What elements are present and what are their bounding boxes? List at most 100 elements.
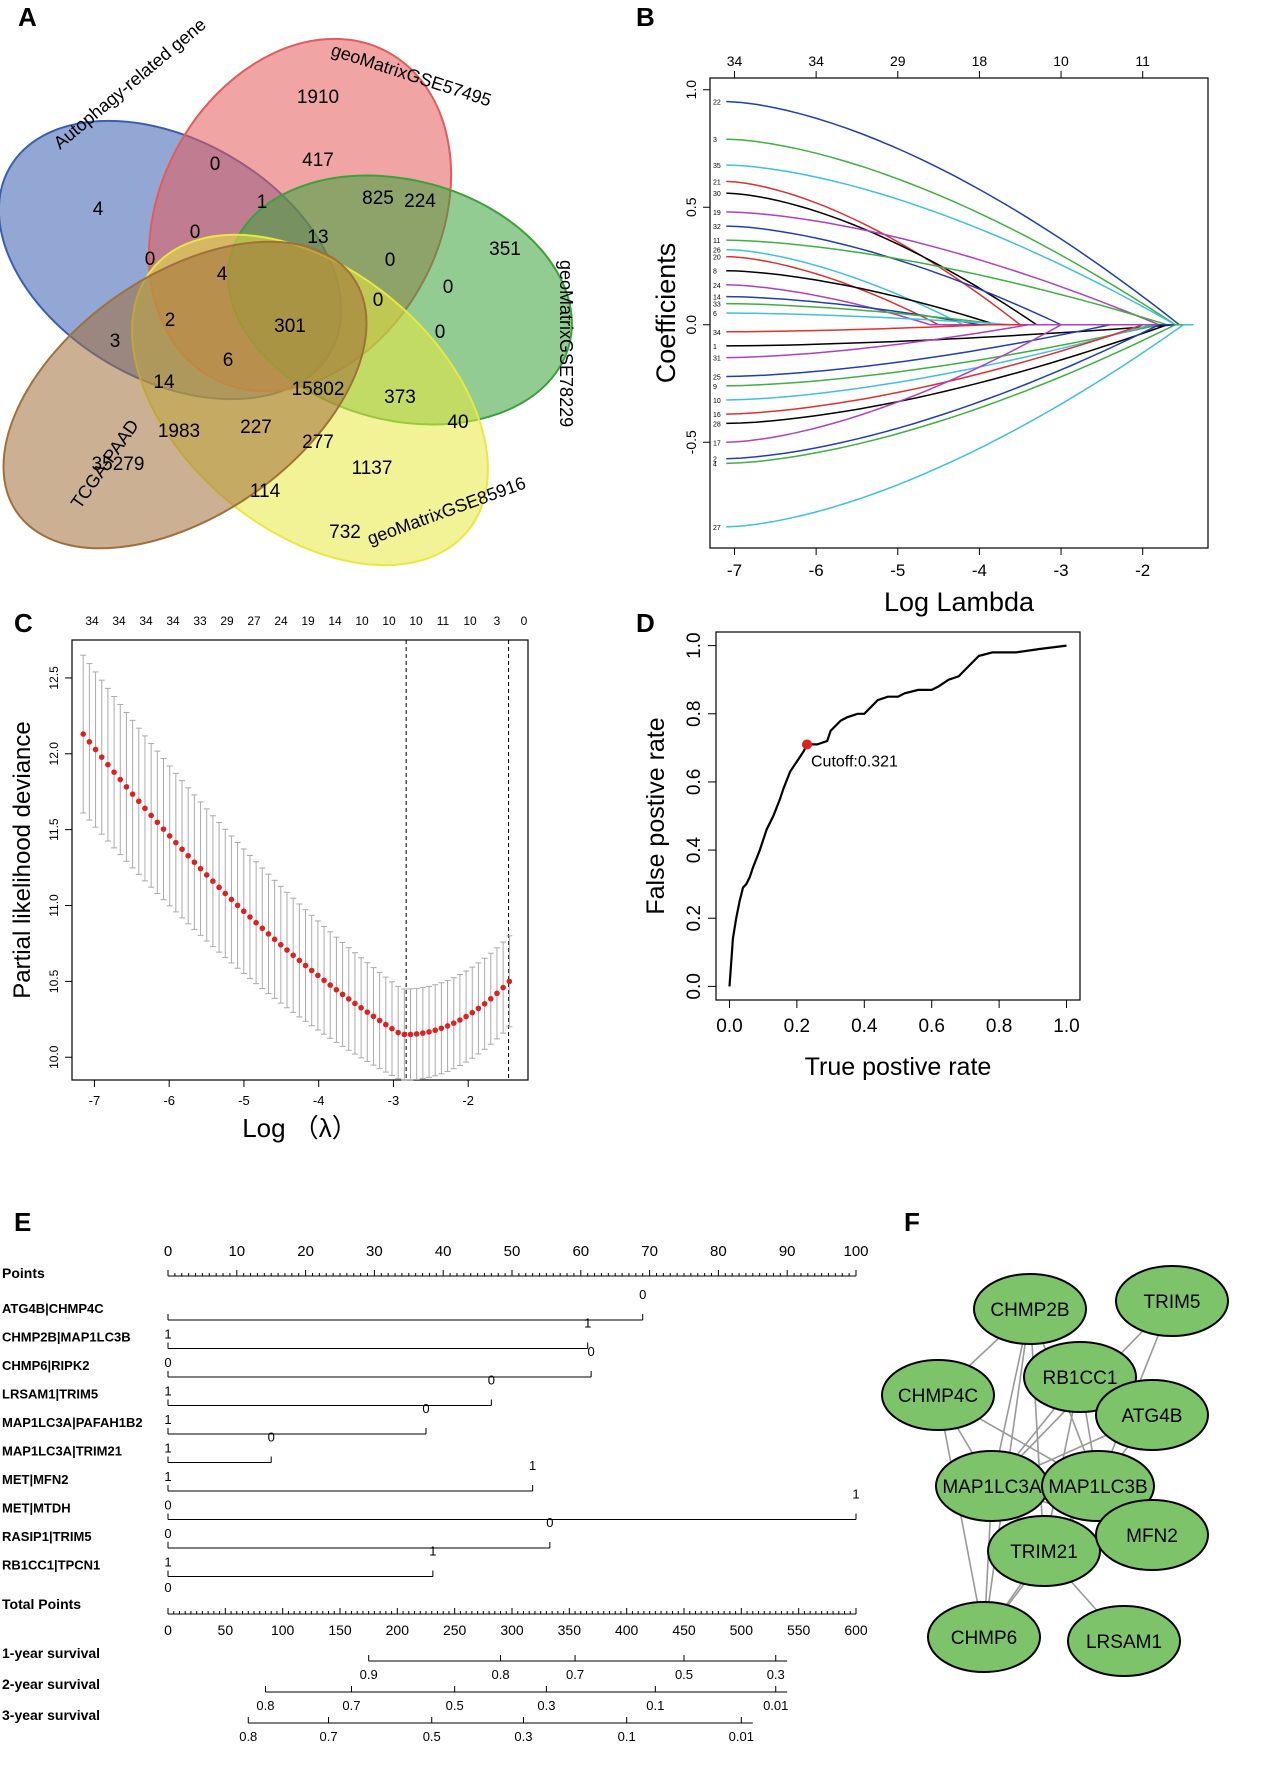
row-label: Points [2, 1265, 45, 1281]
variable-level-label: 1 [852, 1487, 859, 1502]
network-node-label: CHMP4C [898, 1386, 978, 1407]
row-label: 3-year survival [2, 1707, 100, 1723]
network-node [1115, 1265, 1229, 1337]
x-tick-label: -4 [972, 561, 987, 580]
venn-region-count: 0 [210, 154, 221, 175]
deviance-point [358, 1005, 364, 1011]
top-tick-label: 34 [727, 53, 743, 69]
row-label: ATG4B|CHMP4C [2, 1301, 104, 1316]
panel-letter-c: C [14, 608, 33, 638]
venn-region-count: 15802 [292, 379, 345, 400]
deviance-point [234, 902, 241, 909]
coefficient-path [726, 324, 1194, 465]
path-label: 19 [713, 210, 721, 217]
x-axis-label: Log （λ） [242, 1113, 358, 1143]
deviance-point [401, 1031, 408, 1038]
deviance-point [487, 995, 494, 1002]
path-label: 34 [713, 330, 721, 337]
x-tick-label: -5 [238, 1093, 250, 1108]
top-tick-label: 34 [808, 53, 824, 69]
path-label: 26 [713, 248, 721, 255]
venn-region-count: 1 [257, 192, 268, 213]
path-label: 1 [713, 344, 717, 351]
deviance-point [228, 896, 235, 903]
cutoff-label: Cutoff:0.321 [811, 753, 898, 770]
coefficient-path [726, 100, 1194, 326]
plot-frame [709, 77, 1209, 549]
deviance-point [92, 746, 99, 753]
survival-tick-label: 0.8 [256, 1698, 274, 1713]
deviance-point [345, 996, 352, 1002]
network-node-label: RB1CC1 [1043, 1368, 1118, 1389]
deviance-point [259, 925, 266, 932]
venn-region-count: 301 [274, 316, 306, 337]
survival-tick-label: 0.7 [342, 1698, 360, 1713]
lasso-coefficient-plot: -734-634-529-418-310-211-0.50.00.51.0Log… [651, 53, 1209, 617]
coefficient-path [726, 312, 1194, 326]
deviance-point [506, 978, 513, 985]
venn-region-count: 40 [447, 412, 468, 433]
deviance-point [315, 972, 321, 979]
venn-region-count: 1137 [352, 458, 393, 479]
row-label: 2-year survival [2, 1676, 100, 1692]
x-tick-label: 0.8 [986, 1016, 1012, 1037]
x-tick-label: 0.2 [784, 1016, 810, 1037]
deviance-point [450, 1020, 457, 1026]
roc-plot-group: 0.0 0.0 0.2 0.2 0.4 0.4 0.6 0.6 0.8 0.8 1.0 1.0 True… [642, 631, 1081, 1081]
cv-deviance-plot: -7 -6 -5 -4 -3 -2 10.0 10.5 11.0 11.5 12.0 12.5 34 34… [9, 614, 529, 1143]
top-tick-label: 34 [166, 614, 180, 628]
deviance-point [191, 859, 198, 866]
top-tick-label: 29 [220, 614, 234, 628]
path-label: 9 [713, 384, 717, 391]
path-label: 25 [713, 374, 721, 381]
top-tick-label: 27 [247, 614, 261, 628]
path-label: 11 [713, 238, 720, 245]
deviance-point [284, 947, 290, 953]
points-tick-label: 50 [504, 1243, 521, 1260]
points-tick-label: 80 [710, 1243, 727, 1260]
venn-region-count: 277 [302, 432, 334, 453]
deviance-point [210, 878, 216, 884]
roc-curve [728, 644, 1067, 987]
total-tick-label: 150 [328, 1622, 352, 1638]
x-tick-label: -4 [313, 1093, 325, 1108]
venn-set-5 [2, 240, 368, 550]
row-label: MAP1LC3A|PAFAH1B2 [2, 1415, 143, 1430]
survival-tick-label: 0.7 [319, 1729, 337, 1744]
total-tick-label: 50 [218, 1622, 234, 1638]
network-node [881, 1359, 995, 1431]
row-label: MET|MTDH [2, 1501, 71, 1516]
deviance-point [135, 798, 142, 805]
path-label: 14 [713, 295, 721, 302]
coefficient-path [726, 164, 1194, 326]
deviance-point [197, 865, 204, 872]
x-tick-label: -7 [89, 1093, 101, 1108]
top-tick-label: 19 [301, 614, 315, 628]
row-label: CHMP2B|MAP1LC3B [2, 1330, 131, 1345]
y-tick-label: 0.0 [683, 315, 699, 335]
deviance-point [173, 839, 179, 846]
venn-region-count: 0 [373, 290, 384, 311]
survival-tick-label: 0.01 [763, 1698, 788, 1713]
variable-level-label: 1 [164, 1469, 171, 1484]
top-tick-label: 10 [355, 614, 369, 628]
variable-level-label: 0 [546, 1515, 553, 1530]
path-label: 35 [713, 163, 721, 170]
path-label: 4 [713, 461, 717, 468]
y-tick-label: 1.0 [684, 632, 705, 658]
panel-letter-f: F [904, 1207, 920, 1237]
top-tick-label: 24 [274, 614, 288, 628]
row-label: CHMP6|RIPK2 [2, 1358, 89, 1373]
path-label: 28 [713, 421, 721, 428]
venn-region-count: 417 [302, 150, 334, 171]
venn-region-count: 35279 [92, 454, 145, 475]
path-label: 30 [713, 191, 721, 198]
top-tick-label: 3 [494, 614, 501, 628]
x-tick-label: -7 [727, 561, 742, 580]
y-axis-label: Partial likelihood deviance [9, 721, 36, 999]
y-tick-label: 12.5 [47, 666, 61, 690]
panel-letter-b: B [636, 2, 655, 32]
coefficient-path [726, 255, 1194, 326]
venn-region-count: 4 [217, 264, 228, 285]
deviance-point [123, 784, 130, 790]
